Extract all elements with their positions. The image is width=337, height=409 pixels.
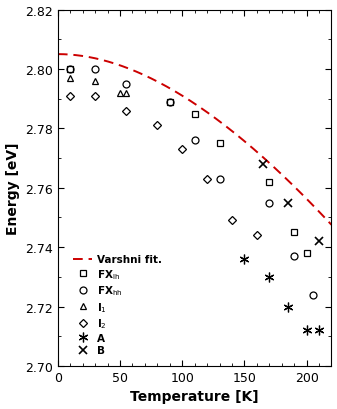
FX$_{\mathrm{hh}}$ [292,254,296,259]
B [317,239,321,244]
Varshni fit. [56,52,60,57]
A [317,328,321,333]
FX$_{\mathrm{hh}}$ [217,177,221,182]
FX$_{\mathrm{hh}}$ [267,201,271,206]
I$_{\mathrm{2}}$ [255,233,259,238]
I$_{\mathrm{2}}$ [93,94,97,99]
B [261,162,265,167]
Varshni fit. [323,216,327,221]
FX$_{\mathrm{lh}}$ [193,112,197,117]
FX$_{\mathrm{hh}}$ [168,100,172,105]
I$_{\mathrm{1}}$ [68,76,72,81]
FX$_{\mathrm{hh}}$ [124,82,128,87]
I$_{\mathrm{1}}$ [124,91,128,96]
A [286,304,290,309]
FX$_{\mathrm{lh}}$ [292,230,296,235]
I$_{\mathrm{2}}$ [180,147,184,152]
Varshni fit. [204,110,208,115]
I$_{\mathrm{2}}$ [205,177,209,182]
Line: FX$_{\mathrm{lh}}$: FX$_{\mathrm{lh}}$ [67,66,310,257]
Y-axis label: Energy [eV]: Energy [eV] [5,142,20,234]
Line: I$_{\mathrm{1}}$: I$_{\mathrm{1}}$ [67,75,130,97]
I$_{\mathrm{2}}$ [155,124,159,128]
Line: I$_{\mathrm{2}}$: I$_{\mathrm{2}}$ [67,94,259,238]
B [286,201,290,206]
Varshni fit. [280,173,284,178]
Legend: Varshni fit., FX$_{\mathrm{lh}}$, FX$_{\mathrm{hh}}$, I$_{\mathrm{1}}$, I$_{\mat: Varshni fit., FX$_{\mathrm{lh}}$, FX$_{\… [71,253,164,357]
FX$_{\mathrm{lh}}$ [217,142,221,146]
I$_{\mathrm{1}}$ [93,79,97,84]
Line: B: B [259,160,323,246]
I$_{\mathrm{1}}$ [118,91,122,96]
FX$_{\mathrm{hh}}$ [68,67,72,72]
X-axis label: Temperature [K]: Temperature [K] [130,389,259,403]
I$_{\mathrm{2}}$ [124,109,128,114]
Varshni fit. [219,121,223,126]
Line: FX$_{\mathrm{hh}}$: FX$_{\mathrm{hh}}$ [67,66,316,299]
Varshni fit. [330,223,334,228]
Varshni fit. [186,97,190,102]
A [242,257,246,262]
FX$_{\mathrm{lh}}$ [267,180,271,185]
Varshni fit. [187,99,191,103]
A [305,328,309,333]
Line: Varshni fit.: Varshni fit. [58,55,332,225]
FX$_{\mathrm{lh}}$ [68,67,72,72]
Line: A: A [240,254,324,335]
A [267,275,271,280]
I$_{\mathrm{2}}$ [68,94,72,99]
FX$_{\mathrm{hh}}$ [311,292,315,297]
FX$_{\mathrm{lh}}$ [305,251,309,256]
FX$_{\mathrm{lh}}$ [168,100,172,105]
I$_{\mathrm{2}}$ [230,218,234,223]
FX$_{\mathrm{hh}}$ [193,139,197,144]
FX$_{\mathrm{hh}}$ [93,67,97,72]
